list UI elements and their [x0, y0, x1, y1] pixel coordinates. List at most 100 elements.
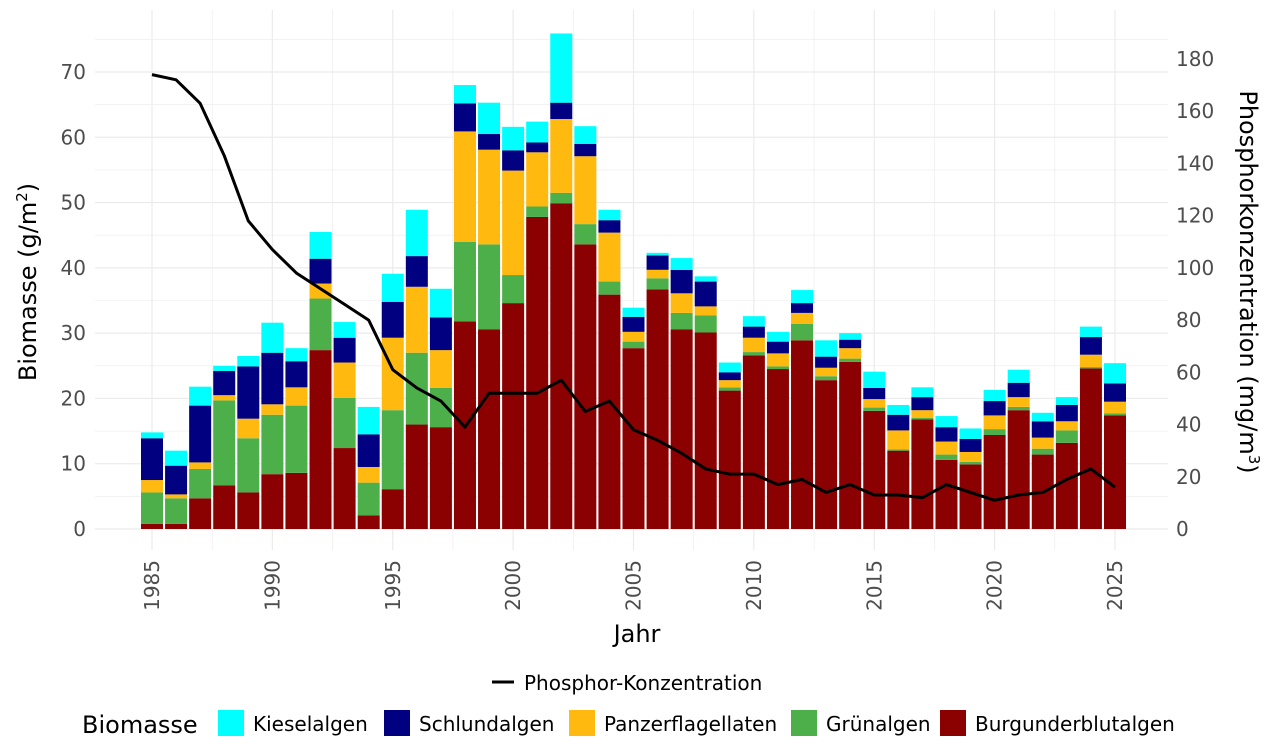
bar-Schlundalgen-1993: [333, 337, 356, 363]
bar-Grünalgen-2005: [622, 341, 645, 349]
bar-Schlundalgen-2006: [646, 255, 669, 270]
bar-Panzerflagellaten-1990: [261, 404, 284, 415]
bar-Schlundalgen-1992: [309, 258, 332, 284]
legend-title: Biomasse: [82, 711, 198, 739]
bar-Grünalgen-1999: [478, 244, 501, 330]
legend-key-Kieselalgen: [218, 710, 244, 736]
bar-Schlundalgen-2023: [1055, 404, 1078, 422]
bar-legend: Biomasse Kieselalgen Schlundalgen Panzerfl…: [82, 710, 1175, 739]
bar-Panzerflagellaten-2011: [766, 353, 789, 367]
bar-Kieselalgen-2001: [526, 121, 549, 143]
bar-Panzerflagellaten-2021: [1007, 397, 1030, 407]
bar-Schlundalgen-2002: [550, 102, 573, 120]
bar-Panzerflagellaten-2001: [526, 152, 549, 207]
bar-Kieselalgen-2013: [815, 340, 838, 357]
bar-Grünalgen-2007: [670, 312, 693, 330]
bar-Kieselalgen-2003: [574, 126, 597, 144]
bar-Schlundalgen-1999: [478, 134, 501, 150]
y2-axis-title: Phosphorkonzentration (mg/m3): [1234, 90, 1263, 473]
y2-tick-label: 80: [1176, 308, 1201, 332]
bar-Panzerflagellaten-1993: [333, 362, 356, 398]
bar-Burgunderblutalgen-2015: [863, 410, 886, 529]
bar-Grünalgen-2012: [791, 324, 814, 341]
x-tick-label: 2000: [501, 560, 525, 611]
bar-Schlundalgen-2020: [983, 401, 1006, 416]
bar-Grünalgen-2006: [646, 278, 669, 290]
bar-Schlundalgen-1986: [165, 465, 188, 495]
y2-tick-label: 120: [1176, 204, 1214, 228]
phosphor-line-layer: [151, 73, 1116, 502]
bar-Kieselalgen-1995: [381, 273, 404, 302]
legend-label-Schlundalgen: Schlundalgen: [419, 712, 554, 736]
bar-Schlundalgen-2004: [598, 220, 621, 233]
bar-Grünalgen-1991: [285, 405, 308, 473]
bar-Panzerflagellaten-1991: [285, 387, 308, 406]
bar-Grünalgen-2009: [718, 387, 741, 391]
bar-Grünalgen-2014: [839, 358, 862, 362]
bar-Panzerflagellaten-1987: [189, 462, 212, 469]
bar-Schlundalgen-1995: [381, 301, 404, 338]
bar-Schlundalgen-2021: [1007, 382, 1030, 398]
bar-Grünalgen-2002: [550, 192, 573, 204]
bar-Kieselalgen-2004: [598, 209, 621, 221]
bar-Burgunderblutalgen-1996: [405, 424, 428, 529]
bar-Schlundalgen-1998: [453, 103, 476, 132]
bar-Grünalgen-1992: [309, 298, 332, 351]
bar-Kieselalgen-2017: [911, 387, 934, 398]
bar-Panzerflagellaten-1988: [213, 395, 236, 401]
bar-Schlundalgen-2024: [1079, 337, 1102, 355]
bar-Panzerflagellaten-2015: [863, 399, 886, 408]
bar-Panzerflagellaten-2004: [598, 232, 621, 282]
bar-Grünalgen-2020: [983, 429, 1006, 435]
bar-Burgunderblutalgen-2004: [598, 294, 621, 529]
bar-Schlundalgen-1997: [429, 317, 452, 351]
bar-Panzerflagellaten-2018: [935, 441, 958, 455]
bar-Schlundalgen-1994: [357, 434, 380, 467]
bar-Kieselalgen-1987: [189, 386, 212, 406]
bar-Kieselalgen-2019: [959, 428, 982, 439]
bar-Grünalgen-1989: [237, 438, 260, 493]
bar-Burgunderblutalgen-1986: [165, 523, 188, 529]
legend-key-Grünalgen: [791, 710, 817, 736]
bar-Panzerflagellaten-2023: [1055, 421, 1078, 431]
bar-Kieselalgen-2009: [718, 362, 741, 373]
bar-Schlundalgen-2003: [574, 143, 597, 157]
bar-Schlundalgen-2008: [694, 281, 717, 307]
x-axis-ticks: 1985 1990 1995 2000 2005 2010 2015 2020 2025: [140, 560, 1127, 611]
bar-Panzerflagellaten-2014: [839, 348, 862, 359]
bar-Kieselalgen-1993: [333, 322, 356, 338]
bar-Kieselalgen-2010: [742, 316, 765, 327]
bar-Kieselalgen-2018: [935, 416, 958, 428]
bar-Kieselalgen-1989: [237, 355, 260, 367]
bar-Grünalgen-2001: [526, 206, 549, 217]
y-tick-label: 70: [61, 60, 86, 84]
bar-Schlundalgen-2025: [1104, 383, 1126, 402]
bar-Schlundalgen-1985: [141, 438, 163, 481]
bar-Burgunderblutalgen-2020: [983, 434, 1006, 529]
y-tick-label: 60: [61, 125, 86, 149]
bar-Burgunderblutalgen-1990: [261, 474, 284, 529]
bar-Grünalgen-2022: [1031, 448, 1054, 455]
bar-Schlundalgen-2018: [935, 427, 958, 442]
bar-Schlundalgen-2000: [502, 150, 525, 171]
bar-Burgunderblutalgen-2013: [815, 380, 838, 529]
bar-Kieselalgen-2024: [1079, 326, 1102, 338]
bar-Burgunderblutalgen-2021: [1007, 410, 1030, 529]
bar-Grünalgen-2024: [1079, 367, 1102, 369]
y2-tick-label: 140: [1176, 151, 1214, 175]
bar-Burgunderblutalgen-1988: [213, 485, 236, 529]
bar-Burgunderblutalgen-1999: [478, 329, 501, 529]
bar-Schlundalgen-2010: [742, 326, 765, 338]
bar-Kieselalgen-2016: [887, 404, 910, 415]
y-tick-label: 0: [73, 517, 86, 541]
bar-Grünalgen-1998: [453, 241, 476, 322]
bar-Grünalgen-1994: [357, 482, 380, 516]
bar-Grünalgen-1985: [141, 492, 163, 524]
bar-Schlundalgen-2011: [766, 341, 789, 354]
bar-Schlundalgen-2015: [863, 387, 886, 400]
bar-Burgunderblutalgen-2000: [502, 303, 525, 529]
bar-Grünalgen-2016: [887, 449, 910, 451]
bar-Burgunderblutalgen-1992: [309, 350, 332, 529]
bar-Burgunderblutalgen-2023: [1055, 442, 1078, 529]
